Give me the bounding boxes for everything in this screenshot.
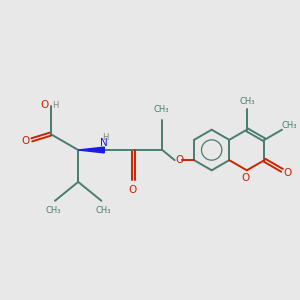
Text: O: O (129, 185, 137, 195)
Text: CH₃: CH₃ (95, 206, 111, 214)
Text: O: O (241, 173, 250, 183)
Text: O: O (21, 136, 29, 146)
Text: N: N (100, 138, 108, 148)
Polygon shape (78, 147, 104, 153)
Text: H: H (103, 133, 109, 142)
Text: CH₃: CH₃ (239, 97, 255, 106)
Text: CH₃: CH₃ (282, 121, 297, 130)
Text: O: O (40, 100, 48, 110)
Text: O: O (176, 155, 184, 165)
Text: CH₃: CH₃ (46, 206, 61, 214)
Text: O: O (284, 169, 292, 178)
Text: CH₃: CH₃ (153, 105, 169, 114)
Text: H: H (52, 100, 58, 109)
